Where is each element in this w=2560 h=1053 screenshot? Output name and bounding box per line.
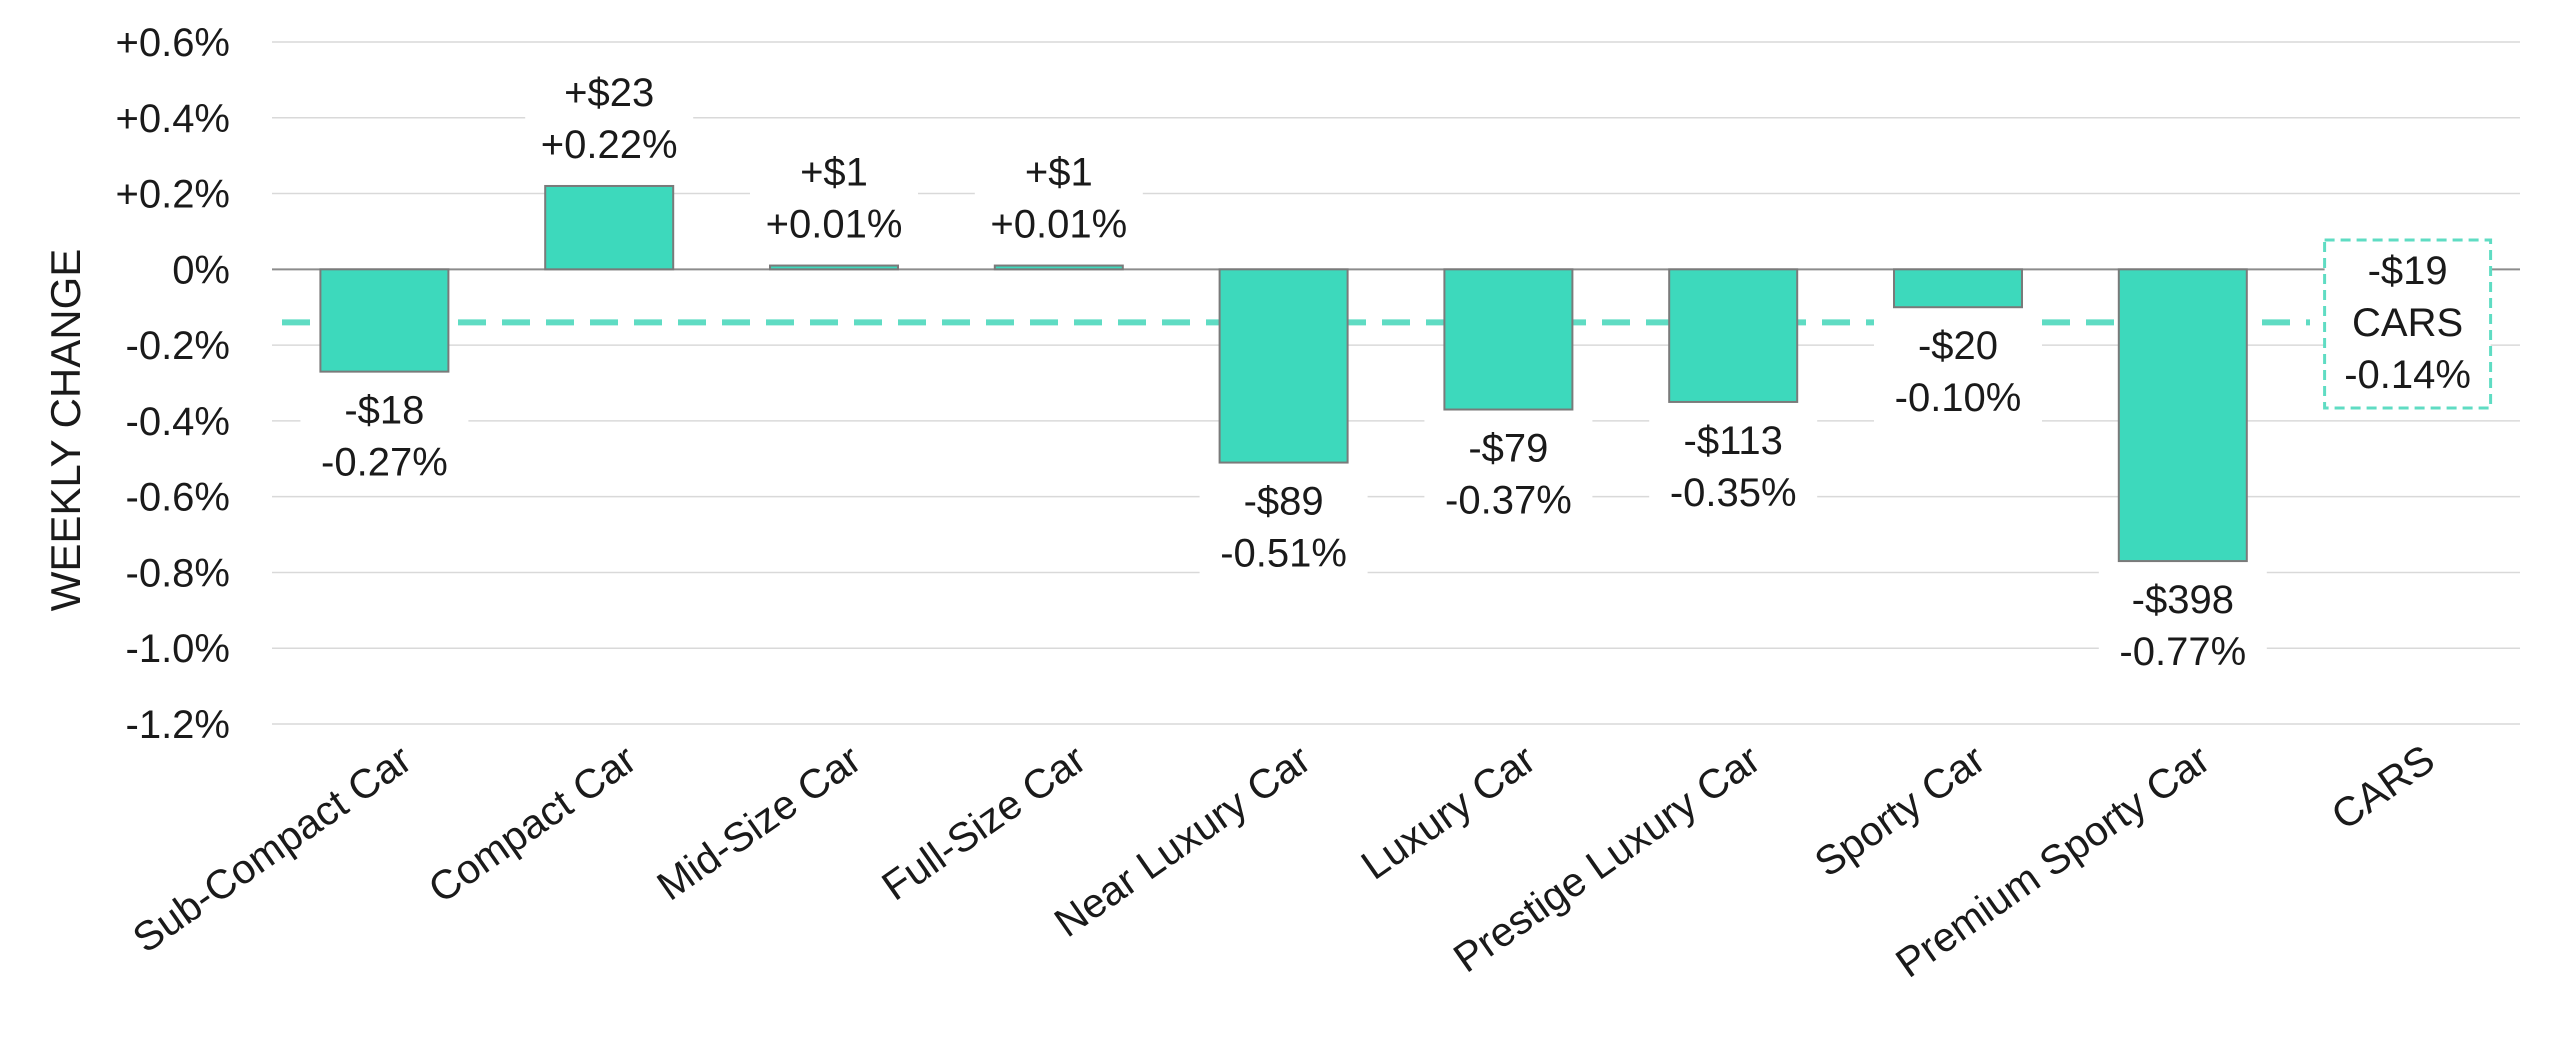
- bar: [544, 184, 675, 271]
- y-tick-label: +0.6%: [115, 21, 230, 65]
- dollar-change-label: -$18: [344, 389, 424, 433]
- percent-change-label: -0.77%: [2119, 630, 2246, 674]
- y-tick-label: -1.2%: [126, 703, 231, 747]
- x-category-label: Sub-Compact Car: [124, 736, 419, 962]
- average-label-box: [2323, 238, 2493, 410]
- percent-change-label: -0.37%: [1445, 479, 1572, 523]
- bar: [1893, 268, 2023, 309]
- percent-change-label: +0.01%: [766, 203, 903, 247]
- y-tick-label: +0.4%: [115, 97, 230, 141]
- average-percent-label: -0.14%: [2344, 353, 2471, 397]
- data-label-background: [1424, 411, 1593, 532]
- data-label-background: [974, 135, 1143, 256]
- x-category-label: Mid-Size Car: [649, 736, 869, 910]
- y-tick-label: -0.4%: [126, 400, 231, 444]
- x-axis-categories: Sub-Compact Car Compact Car Mid-Size Car Fu…: [124, 736, 2442, 987]
- data-label-background: [300, 373, 469, 494]
- data-labels: -$18 -0.27% +$23 +0.22% +$1 +0.01% +$1 +0.01% -$…: [300, 55, 2267, 684]
- y-tick-label: 0%: [172, 248, 230, 292]
- data-label-background: [1874, 309, 2042, 430]
- percent-change-label: -0.27%: [321, 441, 448, 485]
- y-axis-ticks: +0.6% +0.4% +0.2% 0% -0.2% -0.4% -0.6% -0.8% -1.…: [115, 21, 230, 747]
- data-label-background: [1199, 464, 1368, 585]
- dollar-change-label: +$1: [1025, 151, 1093, 195]
- data-label-background: [750, 135, 918, 256]
- x-category-label: Luxury Car: [1353, 736, 1544, 889]
- bar: [2117, 268, 2248, 563]
- dollar-change-label: -$89: [1244, 480, 1324, 524]
- data-label-background: [2098, 563, 2267, 684]
- x-category-label: Compact Car: [420, 736, 644, 912]
- percent-change-label: +0.22%: [541, 123, 678, 167]
- y-tick-label: -0.2%: [126, 324, 231, 368]
- average-dollar-label: -$19: [2368, 249, 2448, 293]
- bar: [1443, 268, 1574, 411]
- average-name-label: CARS: [2352, 301, 2463, 345]
- dollar-change-label: -$113: [1684, 419, 1783, 463]
- percent-change-label: -0.51%: [1220, 532, 1347, 576]
- dollar-change-label: -$20: [1918, 324, 1998, 368]
- x-category-label: Sporty Car: [1806, 736, 1993, 886]
- bar: [319, 268, 450, 373]
- dollar-change-label: -$79: [1468, 427, 1548, 471]
- percent-change-label: +0.01%: [990, 203, 1127, 247]
- y-tick-label: +0.2%: [115, 173, 230, 217]
- bar: [769, 264, 899, 271]
- data-label-background: [525, 55, 694, 176]
- data-label-background: [1649, 403, 1818, 524]
- dollar-change-label: +$23: [564, 71, 654, 115]
- x-category-label: CARS: [2323, 736, 2443, 839]
- x-category-label: Full-Size Car: [873, 736, 1093, 910]
- dollar-change-label: +$1: [800, 151, 868, 195]
- percent-change-label: -0.35%: [1670, 471, 1797, 515]
- y-tick-label: -1.0%: [126, 627, 231, 671]
- y-tick-label: -0.8%: [126, 551, 231, 595]
- dollar-change-label: -$398: [2132, 578, 2234, 622]
- bars: [319, 184, 2248, 563]
- bar: [1218, 268, 1349, 464]
- percent-change-label: -0.10%: [1895, 376, 2022, 420]
- bar: [1668, 268, 1799, 403]
- y-axis-label: WEEKLY CHANGE: [42, 249, 89, 612]
- bar: [993, 264, 1124, 271]
- y-tick-label: -0.6%: [126, 476, 231, 520]
